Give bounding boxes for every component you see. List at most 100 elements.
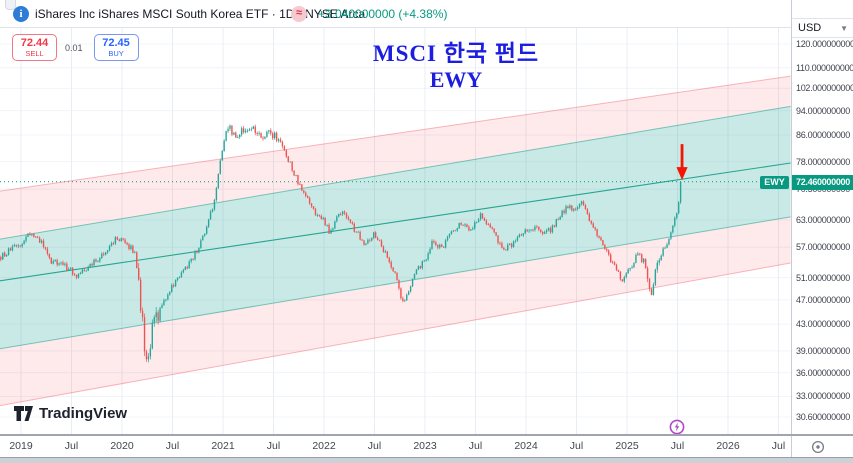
candle-body bbox=[427, 253, 429, 260]
candle-body bbox=[503, 247, 505, 250]
currency-selector[interactable]: USD ▼ bbox=[792, 18, 853, 38]
symbol-title[interactable]: iShares Inc iShares MSCI South Korea ETF… bbox=[35, 7, 366, 21]
candle-body bbox=[310, 203, 313, 207]
candle-body bbox=[240, 128, 243, 135]
candle-body bbox=[56, 259, 58, 265]
bid-ask-spread: 0.01 bbox=[65, 42, 83, 53]
tradingview-watermark[interactable]: TradingView bbox=[14, 405, 127, 422]
candle-body bbox=[188, 261, 190, 269]
candle-body bbox=[629, 268, 631, 270]
candle-body bbox=[495, 232, 497, 236]
price-chart-canvas[interactable] bbox=[0, 0, 791, 434]
candle-body bbox=[650, 289, 653, 295]
candle-body bbox=[674, 217, 676, 226]
price-axis-label: 43.000000000 bbox=[796, 319, 850, 330]
candle-body bbox=[598, 235, 600, 238]
time-axis-label: 2026 bbox=[716, 440, 740, 452]
candle-body bbox=[9, 248, 12, 251]
candle-body bbox=[635, 254, 637, 263]
candle-body bbox=[641, 254, 643, 263]
tradingview-logo-icon bbox=[14, 406, 33, 421]
candle-body bbox=[87, 266, 89, 271]
candle-body bbox=[475, 222, 478, 223]
horizontal-scrollbar[interactable] bbox=[0, 457, 853, 463]
candle-body bbox=[643, 258, 645, 263]
candle-body bbox=[126, 242, 128, 245]
candle-body bbox=[211, 209, 214, 212]
candle-body bbox=[91, 263, 93, 266]
candle-body bbox=[104, 252, 107, 255]
candle-body bbox=[472, 228, 474, 230]
candle-body bbox=[281, 141, 284, 147]
candle-body bbox=[192, 259, 194, 260]
time-axis-label: Jul bbox=[64, 440, 79, 452]
candle-body bbox=[347, 217, 350, 220]
price-axis[interactable]: USD ▼ 120.000000000 110.000000000 102.0000… bbox=[791, 0, 853, 463]
candle-body bbox=[64, 263, 66, 265]
time-axis-label: Jul bbox=[367, 440, 382, 452]
candle-body bbox=[264, 136, 266, 139]
candle-body bbox=[633, 262, 635, 268]
candle-body bbox=[623, 276, 625, 282]
candle-body bbox=[40, 240, 43, 243]
time-axis-label: Jul bbox=[771, 440, 786, 452]
candle-body bbox=[46, 248, 49, 254]
candle-body bbox=[110, 243, 113, 246]
candle-body bbox=[227, 128, 229, 132]
candle-body bbox=[289, 161, 291, 163]
time-axis-label: Jul bbox=[165, 440, 180, 452]
candle-body bbox=[365, 243, 367, 245]
candle-body bbox=[322, 218, 324, 219]
candle-body bbox=[571, 205, 573, 211]
market-status-icon[interactable]: ≈ bbox=[291, 6, 307, 22]
candle-body bbox=[38, 237, 41, 243]
candle-body bbox=[15, 245, 18, 247]
candle-body bbox=[153, 317, 155, 323]
candle-body bbox=[596, 229, 598, 236]
candle-body bbox=[421, 261, 423, 269]
candle-body bbox=[122, 238, 124, 240]
candle-body bbox=[555, 219, 557, 227]
buy-button[interactable]: 72.45 BUY bbox=[93, 34, 139, 61]
candle-body bbox=[666, 244, 668, 248]
price-scale-settings-icon[interactable] bbox=[811, 440, 825, 454]
candle-body bbox=[516, 236, 519, 241]
candle-body bbox=[235, 132, 237, 138]
channel-pink-lower bbox=[0, 216, 791, 406]
toolbar-collapse-tab[interactable] bbox=[5, 0, 16, 10]
candle-body bbox=[308, 197, 311, 204]
candle-body bbox=[349, 219, 352, 223]
tradingview-watermark-text: TradingView bbox=[39, 405, 128, 422]
candle-body bbox=[648, 278, 651, 290]
candle-body bbox=[534, 226, 536, 231]
data-updates-lightning-icon[interactable] bbox=[669, 419, 685, 435]
annotation-title-line2: EWY bbox=[429, 67, 483, 92]
candle-body bbox=[316, 214, 319, 216]
sell-button[interactable]: 72.44 SELL bbox=[12, 34, 57, 61]
candle-body bbox=[448, 234, 451, 237]
price-axis-label: 47.000000000 bbox=[796, 294, 850, 305]
time-axis-label: 2024 bbox=[514, 440, 538, 452]
chart-header: i iShares Inc iShares MSCI South Korea E… bbox=[0, 0, 791, 28]
candle-body bbox=[656, 262, 658, 270]
candle-body bbox=[592, 223, 594, 228]
candle-body bbox=[417, 266, 420, 270]
candle-body bbox=[561, 210, 563, 217]
candle-body bbox=[159, 307, 161, 321]
candle-body bbox=[644, 258, 647, 269]
candle-body bbox=[456, 228, 458, 231]
candle-body bbox=[320, 215, 322, 219]
ishares-logo-icon[interactable]: i bbox=[13, 6, 29, 22]
channel-teal-band bbox=[0, 106, 791, 349]
candle-body bbox=[487, 224, 490, 226]
time-axis[interactable]: 2019 Jul 2020 Jul 2021 Jul 2022 Jul 2023 Jul 2024 J… bbox=[0, 436, 791, 457]
time-axis-label: 2021 bbox=[211, 440, 235, 452]
time-axis-label: Jul bbox=[468, 440, 483, 452]
time-axis-separator bbox=[0, 434, 853, 436]
candle-body bbox=[507, 244, 509, 251]
candle-body bbox=[407, 291, 410, 295]
candle-body bbox=[171, 285, 173, 292]
candle-body bbox=[409, 286, 412, 292]
candle-body bbox=[460, 223, 462, 225]
candle-body bbox=[25, 236, 27, 241]
